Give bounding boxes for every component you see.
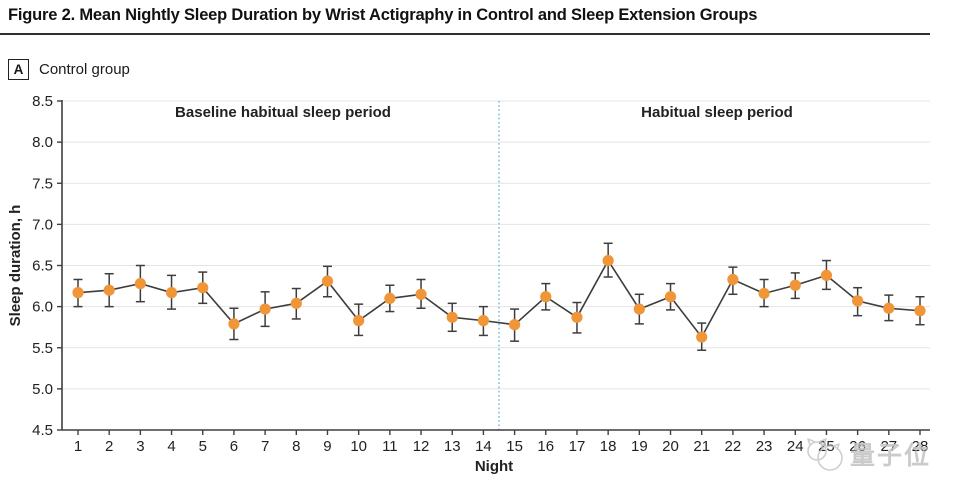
data-point (789, 279, 801, 291)
y-tick-label: 7.0 (32, 216, 53, 233)
x-tick-label: 11 (382, 438, 398, 455)
x-tick-label: 6 (230, 438, 238, 455)
data-point (883, 302, 895, 314)
data-point (696, 331, 708, 343)
x-tick-label: 26 (849, 438, 866, 455)
data-point (446, 311, 458, 323)
data-point (384, 292, 396, 304)
x-tick-label: 19 (631, 438, 648, 455)
y-tick-label: 5.0 (32, 381, 53, 398)
sleep-duration-chart: 8.5 8.0 7.5 7.0 6.5 6.0 5.5 5.0 4.5 1 2 3 4 5 6 7 8 9 10 11… (0, 93, 956, 498)
x-tick-label: 27 (880, 438, 897, 455)
chart-plot-area: 8.58.07.57.06.56.05.55.04.51 2 3 4 5 6 7 8 9 10 11… (32, 93, 930, 455)
panel-header: A Control group (8, 59, 130, 80)
x-tick-label: 2 (105, 438, 113, 455)
data-point (72, 287, 84, 299)
x-tick-label: 14 (475, 438, 492, 455)
y-tick-label: 6.5 (32, 258, 53, 275)
data-point (134, 277, 146, 290)
data-point (259, 303, 271, 315)
x-tick-label: 24 (787, 438, 804, 455)
y-tick-label: 6.0 (32, 299, 53, 316)
x-tick-label: 5 (199, 438, 207, 455)
data-points (72, 254, 926, 343)
x-tick-label: 16 (537, 438, 554, 455)
x-tick-label: 21 (693, 438, 710, 455)
data-point (820, 269, 833, 281)
x-tick-label: 15 (506, 438, 523, 455)
error-bars (73, 242, 925, 351)
data-point (197, 282, 209, 294)
x-tick-label: 28 (912, 438, 929, 455)
data-point (664, 291, 677, 303)
x-tick-label: 22 (725, 438, 742, 455)
figure-title: Figure 2. Mean Nightly Sleep Duration by… (8, 6, 758, 24)
panel-title: Control group (39, 61, 130, 78)
y-tick-label: 7.5 (32, 175, 53, 192)
data-point (633, 303, 645, 315)
x-tick-label: 25 (818, 438, 835, 455)
panel-letter-badge: A (8, 59, 29, 80)
series-line (77, 259, 921, 339)
data-point (103, 284, 115, 296)
data-point (852, 295, 864, 307)
x-tick-label: 12 (413, 438, 430, 455)
data-point (321, 275, 334, 287)
data-point (602, 254, 614, 267)
x-tick-label: 3 (136, 438, 144, 455)
baseline-period-label: Baseline habitual sleep period (175, 104, 391, 121)
y-tick-label: 8.5 (32, 95, 53, 110)
data-point (290, 297, 302, 309)
data-point (477, 315, 490, 327)
x-tick-label: 1 (74, 438, 82, 455)
y-tick-label: 8.0 (32, 134, 53, 151)
x-tick-label: 9 (323, 438, 331, 455)
x-tick-label: 4 (167, 438, 175, 455)
x-axis-title: Night (474, 458, 514, 475)
x-tick-label: 18 (600, 438, 617, 455)
habitual-period-label: Habitual sleep period (641, 104, 793, 121)
x-tick-label: 7 (261, 438, 269, 455)
x-tick-label: 17 (569, 438, 586, 455)
data-point (165, 287, 178, 299)
gridlines (62, 100, 930, 390)
x-tick-label: 23 (756, 438, 773, 455)
data-point (228, 318, 240, 330)
data-point (353, 315, 365, 327)
y-tick-label: 5.5 (32, 340, 53, 357)
data-point (571, 311, 583, 323)
x-tick-label: 8 (292, 438, 300, 455)
x-tick-label: 20 (662, 438, 679, 455)
x-tick-label: 10 (350, 438, 367, 455)
title-divider (0, 33, 930, 35)
y-tick-label: 4.5 (32, 422, 53, 439)
data-point (758, 287, 770, 300)
data-point (540, 291, 552, 303)
y-axis-ticks: 8.5 8.0 7.5 7.0 6.5 6.0 5.5 5.0 4.5 (32, 93, 62, 439)
x-tick-label: 13 (444, 438, 461, 455)
x-axis-ticks: 1 2 3 4 5 6 7 8 9 10 11 12 13 14 15 16 17 18 19 20 21 22 23 24 2… (74, 430, 929, 455)
data-point (415, 288, 427, 300)
data-point (508, 319, 521, 331)
y-axis-title: Sleep duration, h (7, 204, 24, 327)
data-point (914, 305, 926, 317)
data-point (727, 273, 739, 286)
